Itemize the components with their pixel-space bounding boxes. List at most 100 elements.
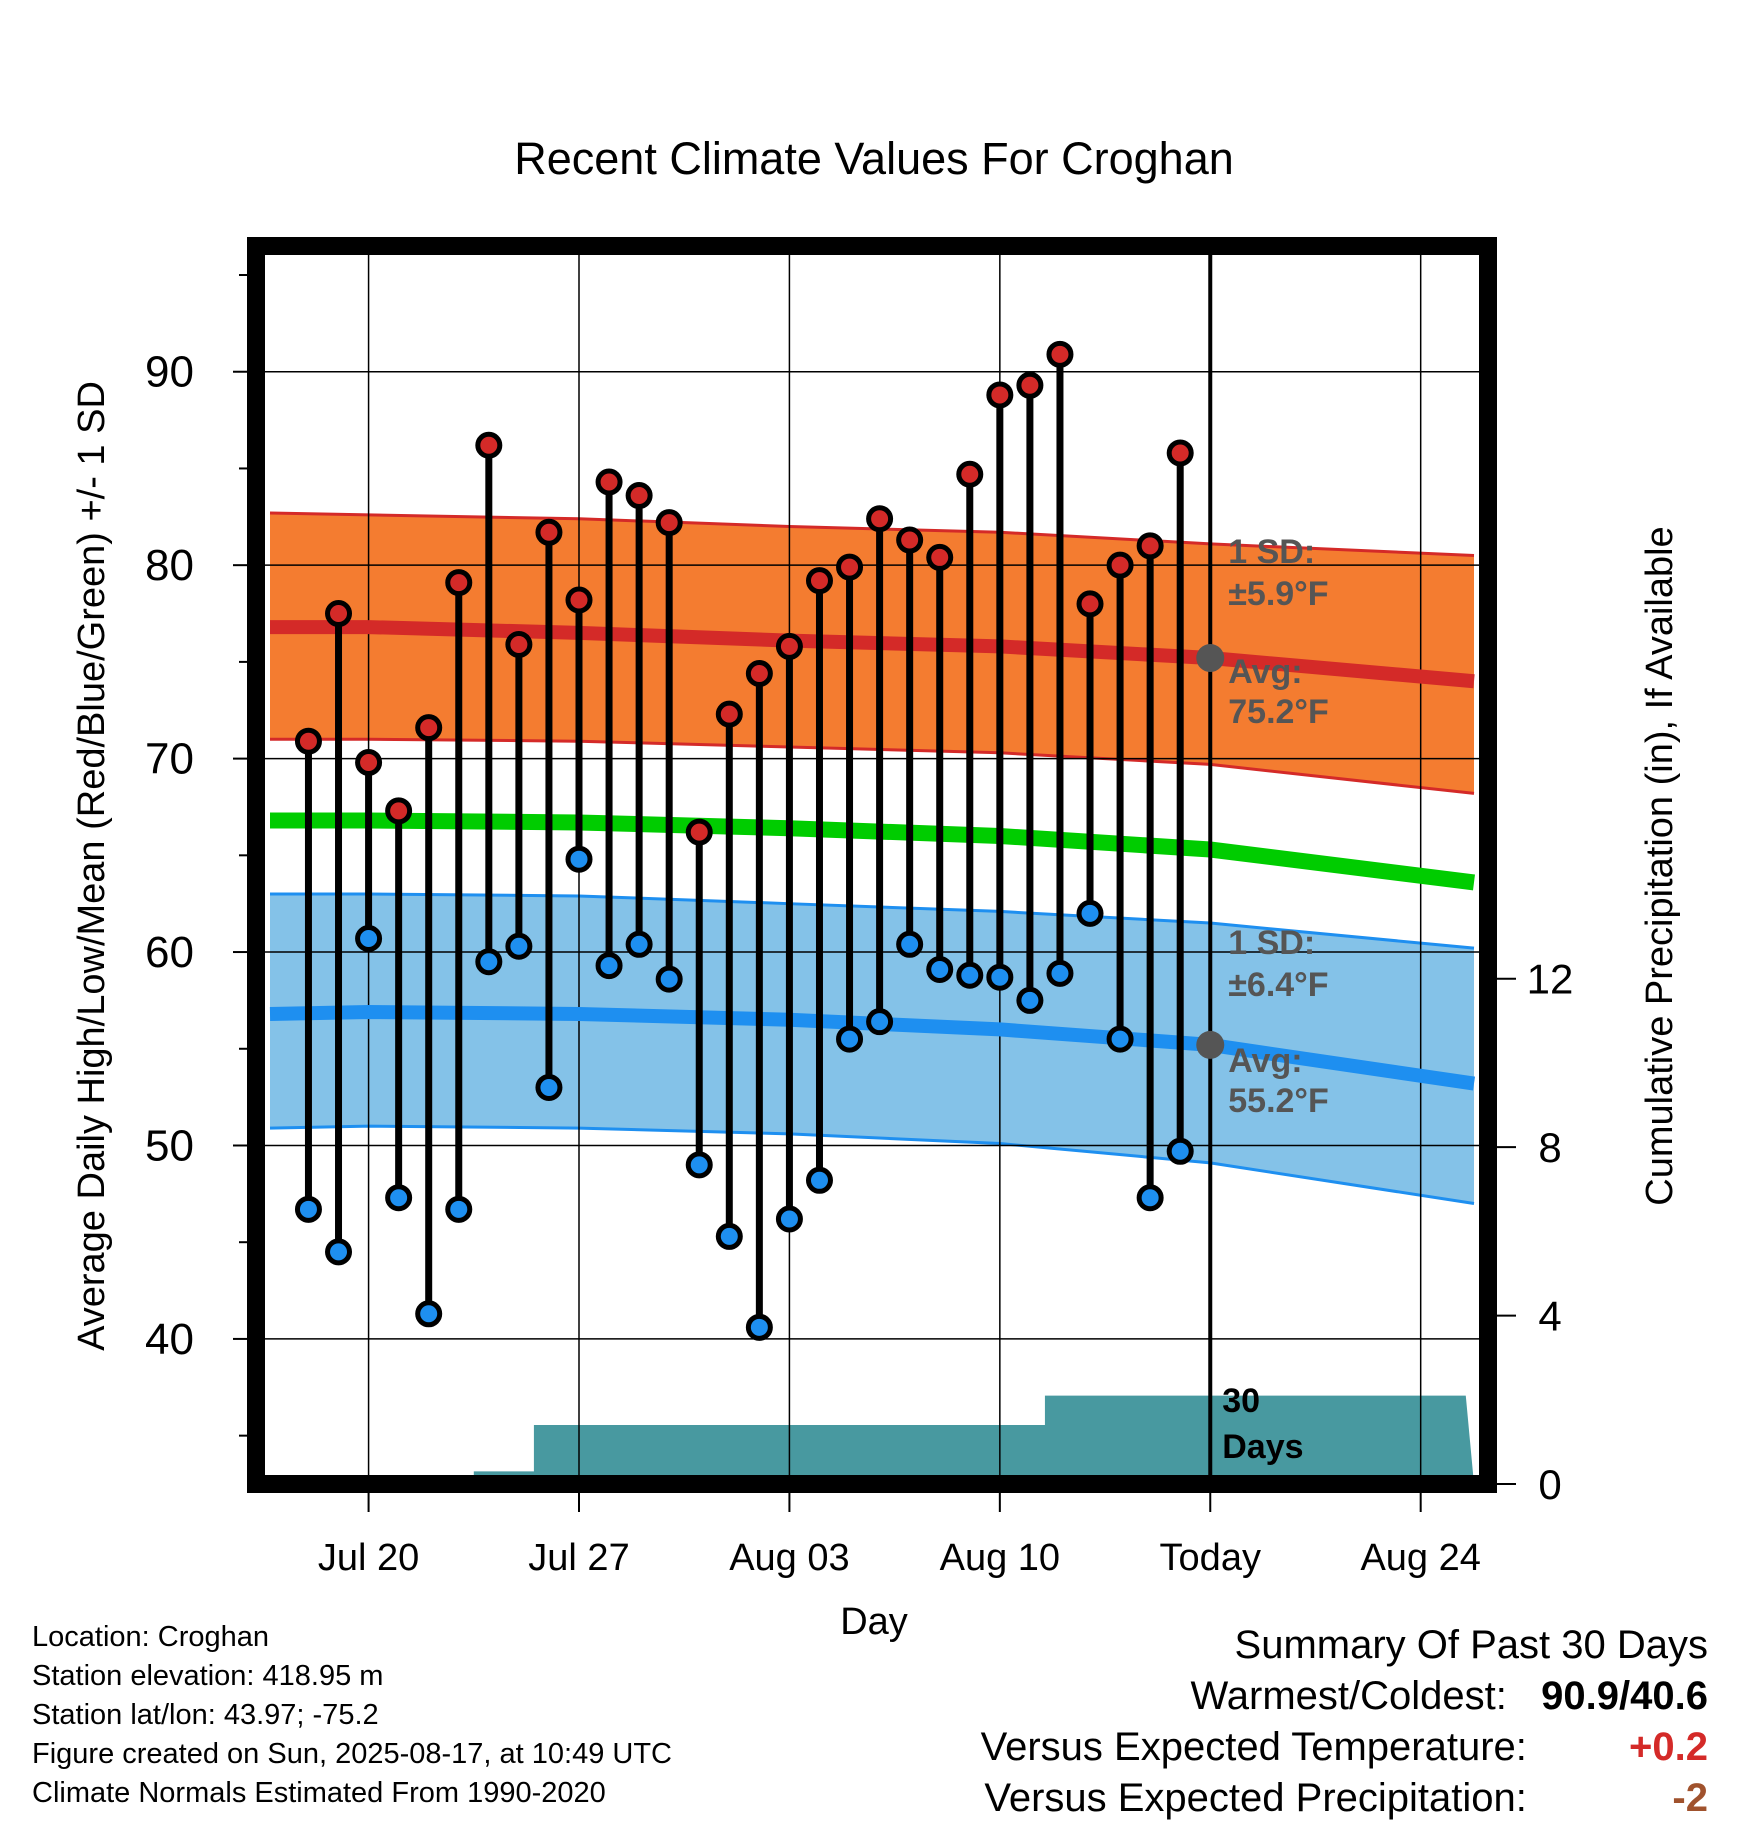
- daily-low-point: [385, 1184, 413, 1212]
- high-avg-value: 75.2°F: [1228, 693, 1329, 731]
- y2-axis-label: Cumulative Precipitation (in), If Availa…: [1639, 526, 1681, 1205]
- x-tick-label: Today: [1160, 1537, 1261, 1579]
- daily-low-point: [926, 955, 954, 983]
- daily-low-point: [685, 1151, 713, 1179]
- daily-low-point: [445, 1195, 473, 1223]
- station-info: Location: Croghan Station elevation: 418…: [32, 1618, 672, 1813]
- daily-low-point: [866, 1008, 894, 1036]
- daily-low-point: [415, 1300, 443, 1328]
- daily-low-point: [505, 932, 533, 960]
- daily-high-point: [896, 526, 924, 554]
- daily-high-point: [1016, 371, 1044, 399]
- daily-high-point: [505, 630, 533, 658]
- x-tick-label: Aug 10: [940, 1537, 1060, 1579]
- y-axis-label: Average Daily High/Low/Mean (Red/Blue/Gr…: [71, 381, 113, 1351]
- low-sd-value: ±6.4°F: [1228, 966, 1328, 1004]
- daily-high-point: [595, 468, 623, 496]
- low-sd-label: 1 SD:: [1228, 924, 1315, 962]
- daily-low-point: [655, 965, 683, 993]
- y-tick-label: 50: [145, 1121, 194, 1170]
- daily-high-point: [926, 543, 954, 571]
- station-location: Location: Croghan: [32, 1621, 269, 1653]
- today-low-avg-marker: [1196, 1030, 1225, 1059]
- daily-low-point: [1046, 959, 1074, 987]
- daily-low-point: [896, 930, 924, 958]
- daily-high-point: [1136, 532, 1164, 560]
- daily-high-point: [535, 518, 563, 546]
- daily-low-point: [294, 1195, 322, 1223]
- x-tick-label: Jul 27: [528, 1537, 629, 1579]
- summary-panel: Summary Of Past 30 Days Warmest/Coldest:…: [981, 1620, 1708, 1824]
- daily-high-point: [355, 748, 383, 776]
- low-sd-band: [270, 894, 1474, 1204]
- daily-high-point: [715, 700, 743, 728]
- daily-high-point: [625, 482, 653, 510]
- low-avg-label: Avg:: [1228, 1042, 1302, 1080]
- mean-average-line: [270, 812, 1475, 891]
- daily-high-point: [986, 381, 1014, 409]
- summary-warmest-coldest: Warmest/Coldest: 90.9/40.6: [981, 1671, 1709, 1722]
- daily-high-point: [1166, 439, 1194, 467]
- station-latlon: Station lat/lon: 43.97; -75.2: [32, 1699, 379, 1731]
- station-elevation: Station elevation: 418.95 m: [32, 1660, 384, 1692]
- high-sd-label: 1 SD:: [1228, 533, 1315, 571]
- temp-anomaly-value: +0.2: [1629, 1725, 1708, 1769]
- daily-high-point: [655, 509, 683, 537]
- daily-low-point: [986, 963, 1014, 991]
- daily-low-point: [745, 1313, 773, 1341]
- daily-low-point: [565, 845, 593, 873]
- daily-low-point: [715, 1222, 743, 1250]
- daily-high-point: [415, 714, 443, 742]
- y-tick-label: 60: [145, 928, 194, 977]
- high-sd-band: [270, 512, 1474, 794]
- y2-tick-label: 4: [1538, 1293, 1561, 1340]
- summary-heading: Summary Of Past 30 Days: [1234, 1623, 1708, 1667]
- y-tick-label: 70: [145, 735, 194, 784]
- x-tick-label: Aug 24: [1360, 1537, 1480, 1579]
- climate-normals-note: Climate Normals Estimated From 1990-2020: [32, 1777, 606, 1809]
- precipitation-area: [270, 1395, 1474, 1484]
- daily-low-point: [836, 1025, 864, 1053]
- chart-title: Recent Climate Values For Croghan: [514, 133, 1234, 184]
- x-tick-label: Aug 03: [729, 1537, 849, 1579]
- daily-high-point: [1046, 340, 1074, 368]
- y-tick-label: 90: [145, 348, 194, 397]
- daily-high-point: [805, 567, 833, 595]
- daily-low-point: [1016, 986, 1044, 1014]
- daily-high-point: [385, 797, 413, 825]
- high-sd-value: ±5.9°F: [1228, 575, 1328, 613]
- window-days-number: 30: [1222, 1382, 1260, 1420]
- y2-tick-label: 0: [1538, 1461, 1561, 1508]
- daily-low-point: [1106, 1025, 1134, 1053]
- daily-low-point: [625, 930, 653, 958]
- today-high-avg-marker: [1196, 644, 1225, 673]
- low-avg-value: 55.2°F: [1228, 1082, 1329, 1120]
- daily-low-point: [535, 1073, 563, 1101]
- daily-low-point: [475, 948, 503, 976]
- high-avg-label: Avg:: [1228, 653, 1302, 691]
- y-tick-label: 40: [145, 1315, 194, 1364]
- daily-high-point: [565, 586, 593, 614]
- daily-low-point: [1166, 1137, 1194, 1165]
- daily-low-point: [956, 961, 984, 989]
- daily-high-point: [1076, 590, 1104, 618]
- daily-high-point: [325, 600, 353, 628]
- daily-low-point: [805, 1166, 833, 1194]
- daily-high-point: [475, 431, 503, 459]
- daily-high-point: [445, 569, 473, 597]
- daily-low-point: [355, 925, 383, 953]
- daily-high-point: [1106, 551, 1134, 579]
- summary-temperature: Versus Expected Temperature: +0.2: [981, 1722, 1708, 1773]
- daily-high-point: [685, 818, 713, 846]
- precip-anomaly-value: -2: [1672, 1776, 1708, 1820]
- daily-low-point: [1136, 1184, 1164, 1212]
- daily-high-point: [836, 553, 864, 581]
- daily-low-point: [775, 1205, 803, 1233]
- x-tick-label: Jul 20: [318, 1537, 419, 1579]
- daily-low-point: [325, 1238, 353, 1266]
- daily-high-point: [745, 659, 773, 687]
- y2-tick-label: 8: [1538, 1124, 1561, 1171]
- daily-high-point: [866, 505, 894, 533]
- warmest-coldest-label: Warmest/Coldest:: [1190, 1674, 1507, 1718]
